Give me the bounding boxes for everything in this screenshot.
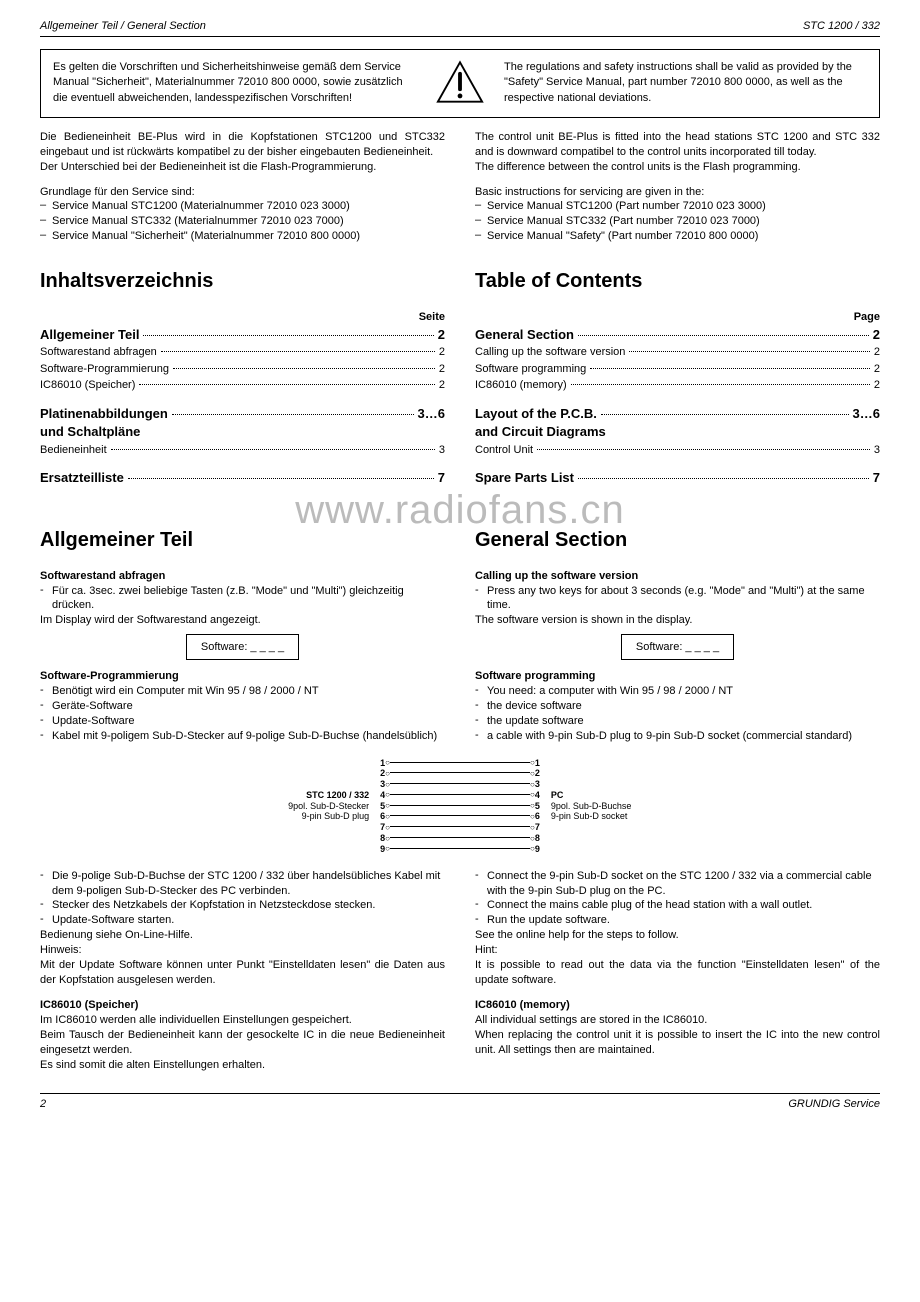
sw-de-h: Softwarestand abfragen (40, 570, 445, 582)
intro-en-b3: Service Manual "Safety" (Part number 720… (487, 229, 880, 244)
intro-de-b2: Service Manual STC332 (Materialnummer 72… (52, 214, 445, 229)
intro-de-b3: Service Manual "Sicherheit" (Materialnum… (52, 229, 445, 244)
page-footer: 2 GRUNDIG Service (40, 1093, 880, 1110)
software-box-de: Software: _ _ _ _ (186, 634, 299, 660)
intro-de-p1: Die Bedieneinheit BE-Plus wird in die Ko… (40, 130, 445, 160)
general-en-title: General Section (475, 529, 880, 552)
toc-en-pagehdr: Page (475, 311, 880, 323)
toc-de-pagehdr: Seite (40, 311, 445, 323)
safety-box: Es gelten die Vorschriften und Sicherhei… (40, 49, 880, 118)
running-header: Allgemeiner Teil / General Section STC 1… (40, 20, 880, 37)
software-box-en: Software: _ _ _ _ (621, 634, 734, 660)
col-en: The control unit BE-Plus is fitted into … (475, 130, 880, 254)
intro-en-p3: Basic instructions for servicing are giv… (475, 185, 880, 200)
toc-en-title: Table of Contents (475, 270, 880, 293)
safety-de: Es gelten die Vorschriften und Sicherhei… (53, 60, 416, 106)
header-right: STC 1200 / 332 (803, 20, 880, 32)
intro-en-p1: The control unit BE-Plus is fitted into … (475, 130, 880, 160)
intro-de-p2: Der Unterschied bei der Bedieneinheit is… (40, 160, 445, 175)
warning-icon (436, 60, 484, 107)
intro-en-b2: Service Manual STC332 (Part number 72010… (487, 214, 880, 229)
pin-diagram: STC 1200 / 332 9pol. Sub-D-Stecker 9-pin… (40, 758, 880, 855)
col-de: Die Bedieneinheit BE-Plus wird in die Ko… (40, 130, 445, 254)
general-de-title: Allgemeiner Teil (40, 529, 445, 552)
safety-en: The regulations and safety instructions … (504, 60, 867, 106)
intro-en-p2: The difference between the control units… (475, 160, 880, 175)
header-left: Allgemeiner Teil / General Section (40, 20, 206, 32)
prog-en-h: Software programming (475, 670, 880, 682)
sw-en-h: Calling up the software version (475, 570, 880, 582)
prog-de-h: Software-Programmierung (40, 670, 445, 682)
toc-de-title: Inhaltsverzeichnis (40, 270, 445, 293)
footer-brand: GRUNDIG Service (788, 1098, 880, 1110)
footer-page: 2 (40, 1098, 46, 1110)
intro-en-b1: Service Manual STC1200 (Part number 7201… (487, 199, 880, 214)
intro-de-p3: Grundlage für den Service sind: (40, 185, 445, 200)
intro-de-b1: Service Manual STC1200 (Materialnummer 7… (52, 199, 445, 214)
